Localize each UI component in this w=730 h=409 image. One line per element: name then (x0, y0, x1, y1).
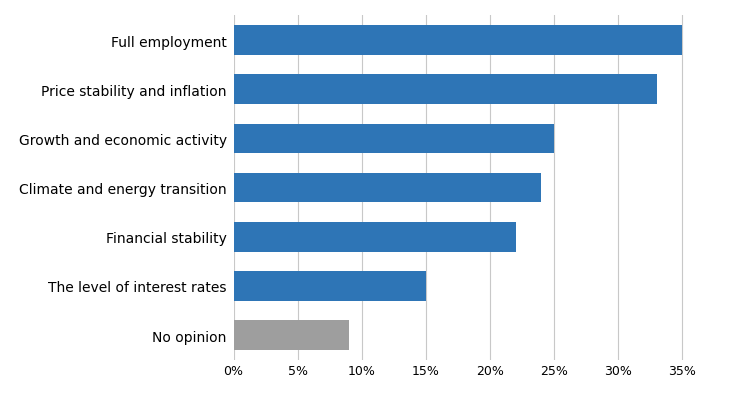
Bar (234, 272, 426, 301)
Bar (234, 124, 554, 154)
Bar (234, 321, 349, 350)
Bar (234, 75, 657, 105)
Bar (234, 26, 683, 56)
Bar (234, 173, 542, 203)
Bar (234, 222, 515, 252)
